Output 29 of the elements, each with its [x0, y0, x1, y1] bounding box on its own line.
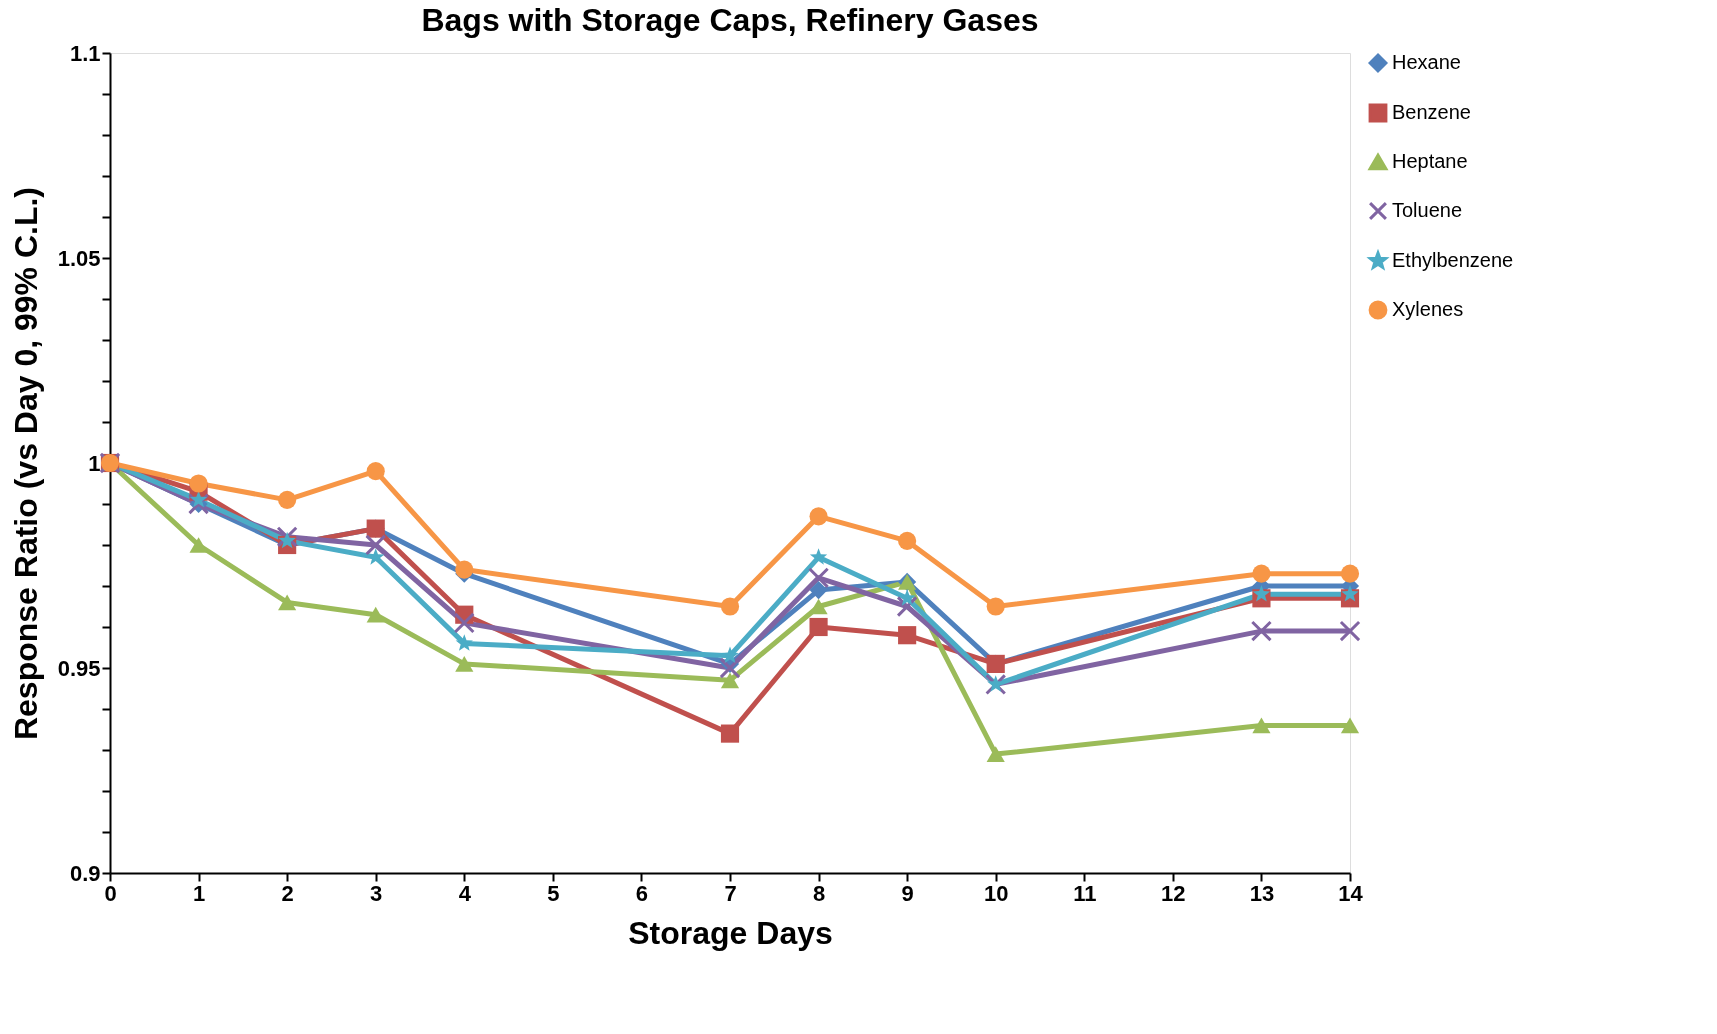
y-tick-label: 1.1: [69, 40, 101, 66]
x-tick-label: 10: [983, 880, 1009, 906]
x-tick-label: 12: [1161, 880, 1186, 906]
legend-label: Benzene: [1392, 101, 1471, 123]
y-tick-label: 1: [88, 450, 101, 476]
legend-label: Hexane: [1392, 51, 1461, 73]
x-tick-label: 7: [724, 880, 737, 906]
x-tick-label: 4: [458, 880, 472, 906]
x-tick-label: 1: [192, 880, 206, 906]
y-tick-label: 1.05: [57, 245, 101, 271]
x-axis-title: Storage Days: [628, 914, 833, 951]
legend-label: Toluene: [1392, 199, 1463, 221]
x-tick-label: 14: [1338, 880, 1364, 906]
x-tick-label: 6: [635, 880, 649, 906]
x-tick-label: 13: [1249, 880, 1275, 906]
legend-label: Ethylbenzene: [1392, 249, 1514, 271]
x-tick-label: 9: [901, 880, 914, 906]
x-tick-label: 3: [370, 880, 383, 906]
x-tick-label: 5: [547, 880, 560, 906]
y-tick-label: 0.9: [69, 860, 101, 886]
x-tick-label: 2: [281, 880, 294, 906]
y-tick-label: 0.95: [57, 655, 101, 681]
y-axis-title: Response Ratio (vs Day 0, 99% C.L.): [7, 186, 44, 741]
legend-label: Xylenes: [1392, 298, 1464, 320]
legend-label: Heptane: [1392, 150, 1468, 172]
chart-title: Bags with Storage Caps, Refinery Gases: [421, 2, 1039, 38]
x-tick-label: 0: [104, 880, 117, 906]
x-tick-label: 11: [1073, 880, 1097, 906]
x-tick-label: 8: [812, 880, 826, 906]
